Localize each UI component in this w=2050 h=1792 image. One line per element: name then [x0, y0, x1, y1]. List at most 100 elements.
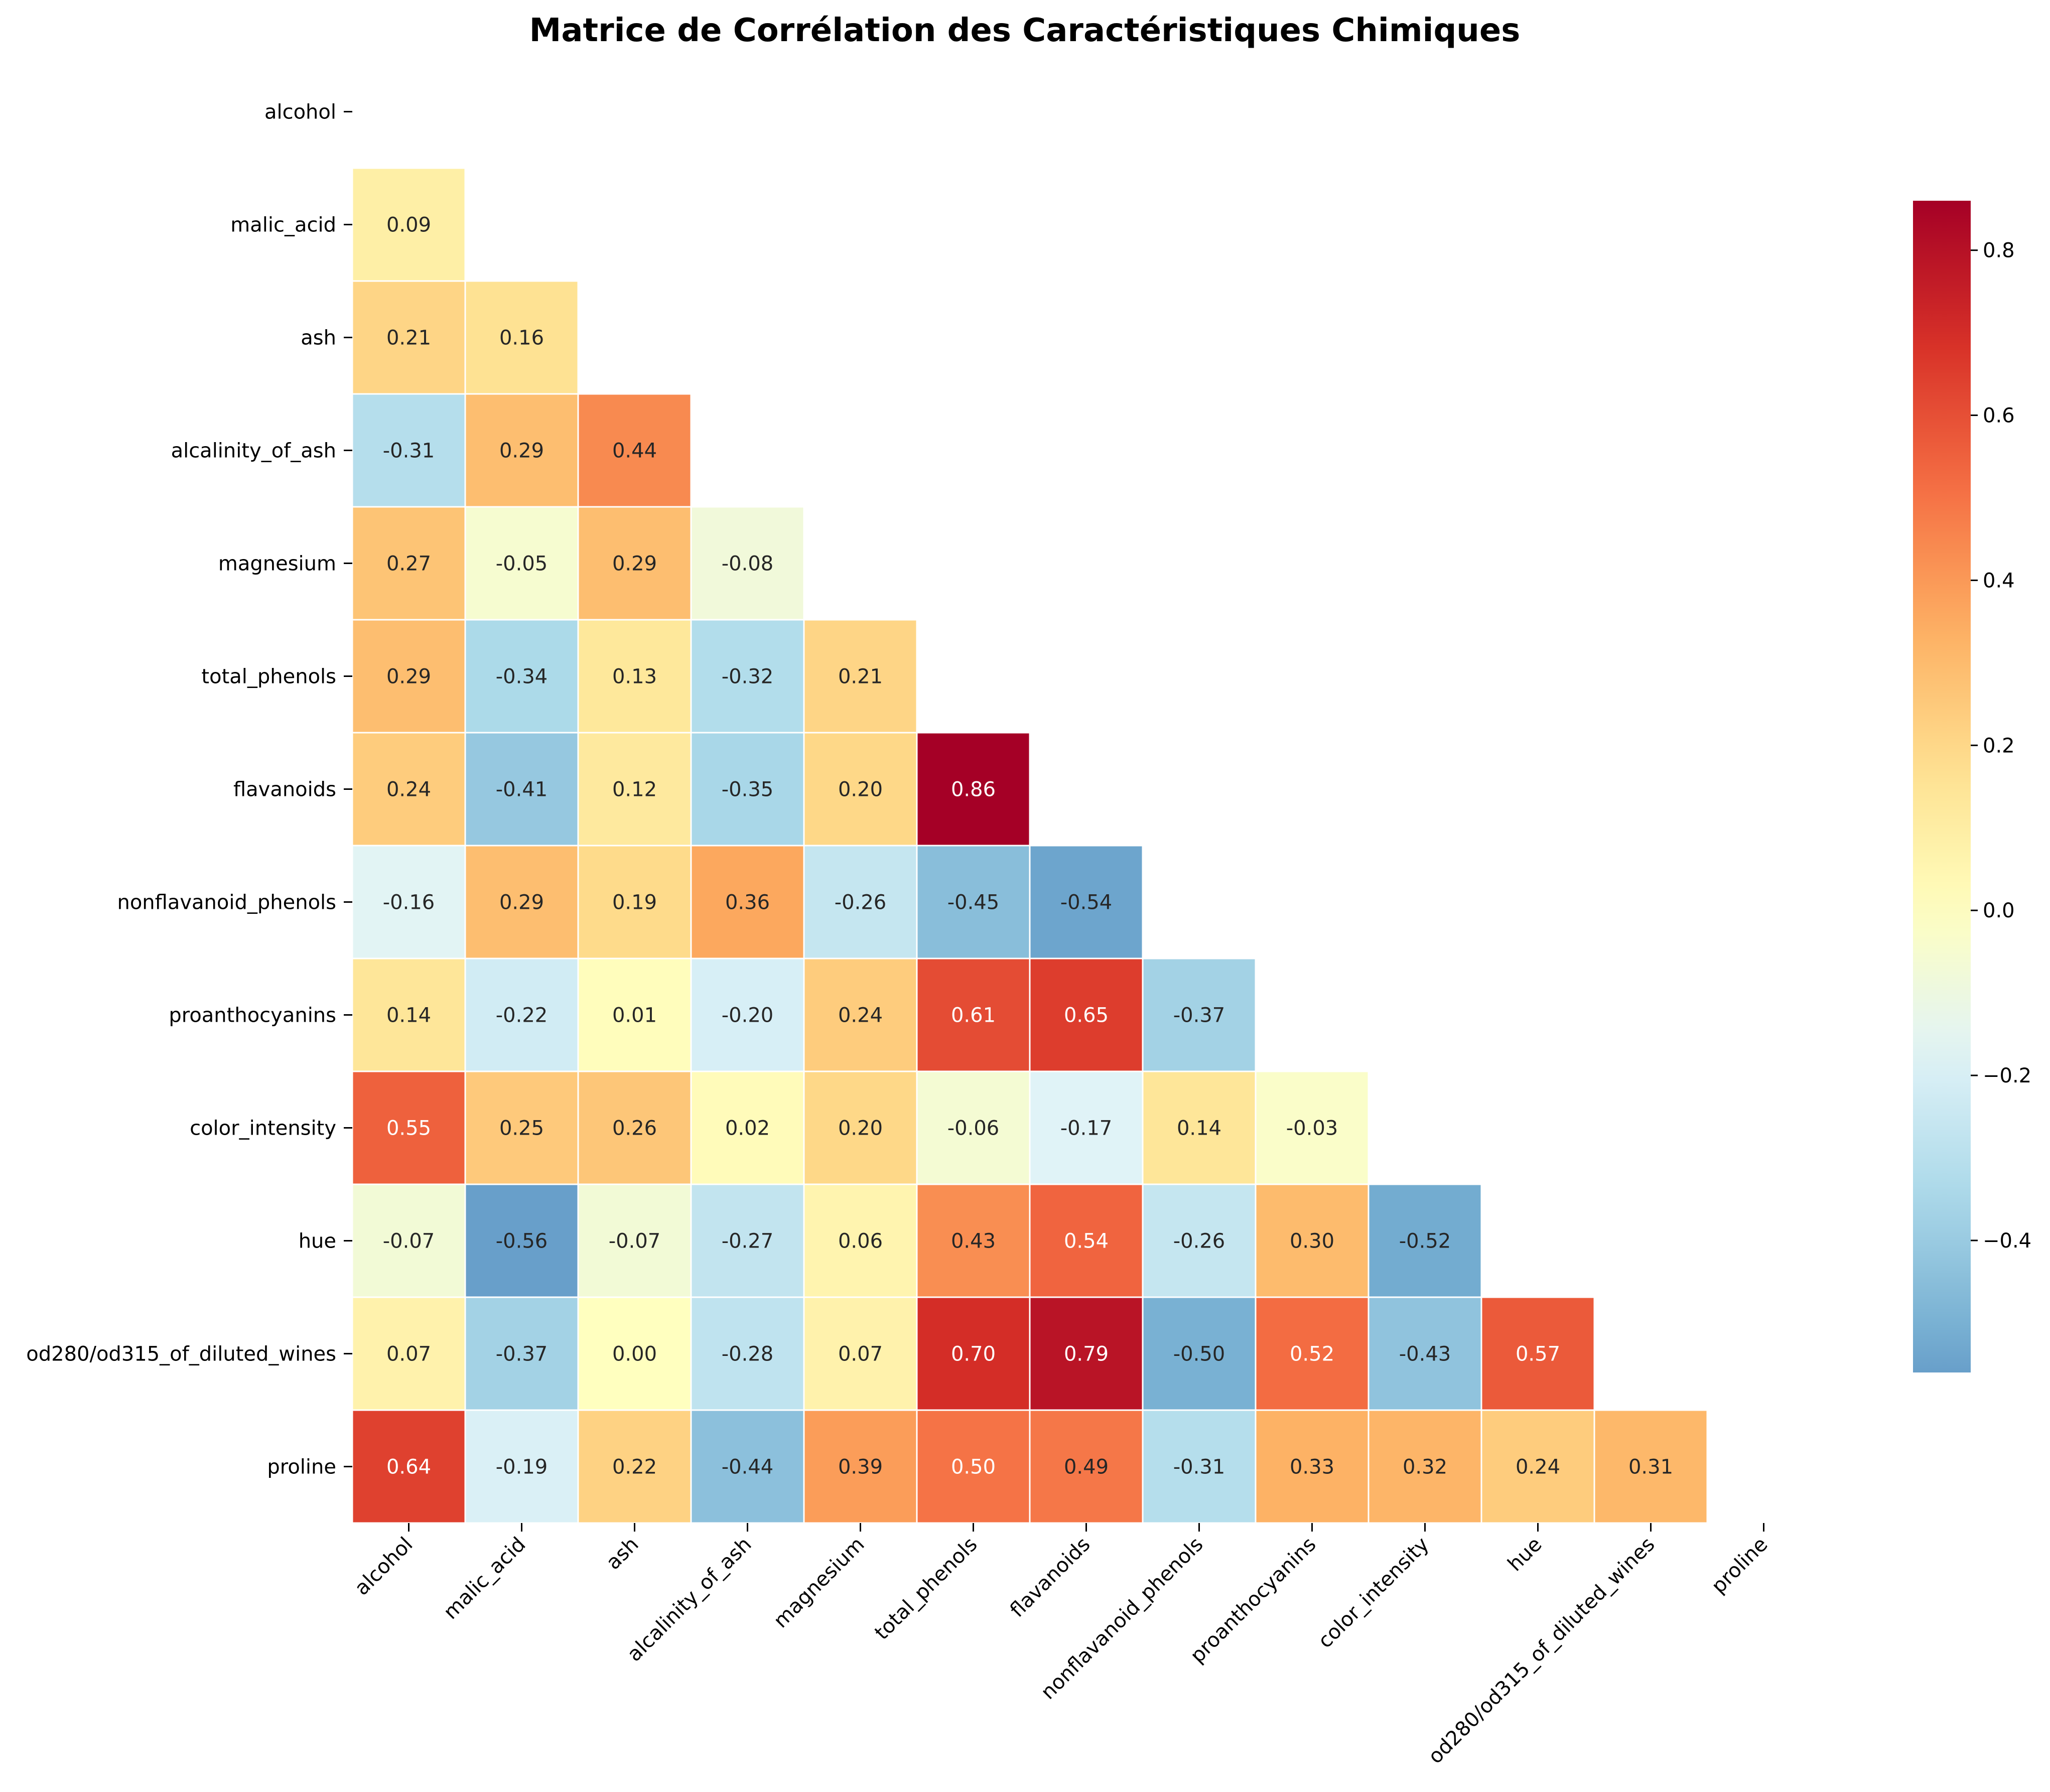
heatmap-cell [690, 1183, 805, 1298]
cell-value-label: -0.34 [496, 665, 548, 688]
cell-value-label: -0.52 [1399, 1230, 1451, 1253]
cell-value-label: -0.17 [1060, 1117, 1113, 1140]
heatmap-cell [916, 845, 1031, 959]
cell-value-label: 0.61 [951, 1004, 996, 1027]
cell-value-label: -0.54 [1060, 891, 1113, 914]
x-tick-label: total_phenols [870, 1533, 982, 1644]
heatmap-cell [1142, 1183, 1257, 1298]
heatmap-cell [1029, 1070, 1144, 1185]
heatmap-cell [690, 1296, 805, 1411]
y-tick-label: od280/od315_of_diluted_wines [26, 1343, 336, 1366]
heatmap-cell [803, 619, 918, 734]
colorbar-tick-label: 0.0 [1983, 899, 2015, 922]
heatmap-cell [803, 1183, 918, 1298]
colorbar-tick-label: −0.4 [1983, 1229, 2031, 1253]
x-tick-label: od280/od315_of_diluted_wines [1424, 1533, 1659, 1768]
heatmap-cell [916, 1296, 1031, 1411]
colorbar-tick-label: 0.8 [1983, 239, 2015, 262]
cell-value-label: 0.02 [725, 1117, 770, 1140]
cell-value-label: 0.00 [612, 1343, 657, 1366]
cell-value-label: -0.32 [722, 665, 774, 688]
colorbar-tick-label: 0.2 [1983, 734, 2015, 757]
cell-value-label: -0.50 [1173, 1343, 1225, 1366]
heatmap-cell [1368, 1409, 1482, 1524]
heatmap-cell [803, 732, 918, 847]
heatmap-cell [464, 1183, 579, 1298]
heatmap-cell [351, 957, 466, 1072]
x-tick-label: alcalinity_of_ash [623, 1533, 756, 1666]
heatmap-cell [690, 845, 805, 959]
heatmap-cell [1255, 1409, 1370, 1524]
heatmap-cell [1255, 1296, 1370, 1411]
cell-value-label: 0.32 [1403, 1456, 1447, 1479]
cell-value-label: 0.07 [386, 1343, 431, 1366]
x-tick-label: flavanoids [1006, 1533, 1095, 1622]
heatmap-cell [690, 732, 805, 847]
x-tick-label: alcohol [350, 1533, 418, 1600]
heatmap-cell [916, 1070, 1031, 1185]
cell-value-label: -0.26 [835, 891, 887, 914]
cell-value-label: 0.31 [1628, 1456, 1673, 1479]
cell-value-label: -0.43 [1399, 1343, 1451, 1366]
heatmap-cell [351, 280, 466, 395]
x-tick-label: color_intensity [1314, 1533, 1434, 1653]
y-tick-label: ash [301, 327, 336, 350]
heatmap-cell [690, 619, 805, 734]
cell-value-label: -0.16 [383, 891, 435, 914]
heatmap-cell [351, 845, 466, 959]
cell-value-label: -0.06 [947, 1117, 1000, 1140]
cell-value-label: 0.55 [386, 1117, 431, 1140]
colorbar-tick-label: 0.4 [1983, 569, 2015, 592]
cell-value-label: 0.14 [386, 1004, 431, 1027]
heatmap-cells [351, 167, 1708, 1524]
cell-value-label: -0.31 [383, 440, 435, 463]
cell-value-label: -0.31 [1173, 1456, 1225, 1479]
cell-value-label: 0.06 [838, 1230, 883, 1253]
heatmap-cell [577, 957, 692, 1072]
heatmap-cell [916, 732, 1031, 847]
heatmap-cell [916, 1409, 1031, 1524]
x-tick-label: malic_acid [439, 1533, 530, 1624]
heatmap-cell [351, 393, 466, 508]
heatmap-cell [351, 1296, 466, 1411]
cell-value-label: -0.22 [496, 1004, 548, 1027]
cell-value-label: -0.03 [1286, 1117, 1338, 1140]
cell-value-label: 0.24 [838, 1004, 883, 1027]
heatmap-cell [351, 167, 466, 282]
cell-value-label: -0.45 [947, 891, 1000, 914]
cell-value-label: 0.29 [499, 440, 544, 463]
cell-value-label: 0.52 [1290, 1343, 1334, 1366]
y-tick-label: proanthocyanins [169, 1004, 336, 1027]
heatmap-cell [1593, 1409, 1708, 1524]
cell-value-label: 0.57 [1516, 1343, 1560, 1366]
cell-value-label: 0.12 [612, 778, 657, 801]
cell-value-label: 0.29 [386, 665, 431, 688]
cell-value-label: 0.39 [838, 1456, 883, 1479]
heatmap-cell [1255, 1070, 1370, 1185]
heatmap-cell [1029, 845, 1144, 959]
y-tick-label: magnesium [218, 553, 336, 576]
cell-value-label: -0.37 [496, 1343, 548, 1366]
heatmap-cell [690, 1409, 805, 1524]
heatmap-cell [1368, 1183, 1482, 1298]
cell-value-label: 0.24 [1516, 1456, 1560, 1479]
y-tick-label: color_intensity [190, 1117, 336, 1140]
heatmap-cell [577, 1183, 692, 1298]
heatmap-cell [464, 506, 579, 621]
heatmap-value-labels: 0.09 0.21 0.16 -0.31 0.29 0.44 0.27 -0.05 0.29 -0… [383, 214, 1673, 1479]
heatmap-cell [690, 506, 805, 621]
cell-value-label: -0.27 [722, 1230, 774, 1253]
cell-value-label: 0.20 [838, 1117, 883, 1140]
heatmap-cell [1255, 1183, 1370, 1298]
heatmap-cell [577, 619, 692, 734]
heatmap-cell [1480, 1296, 1595, 1411]
y-tick-label: hue [299, 1230, 336, 1253]
heatmap-cell [1029, 1409, 1144, 1524]
cell-value-label: 0.25 [499, 1117, 544, 1140]
cell-value-label: -0.26 [1173, 1230, 1225, 1253]
cell-value-label: -0.07 [383, 1230, 435, 1253]
cell-value-label: -0.08 [722, 553, 774, 576]
